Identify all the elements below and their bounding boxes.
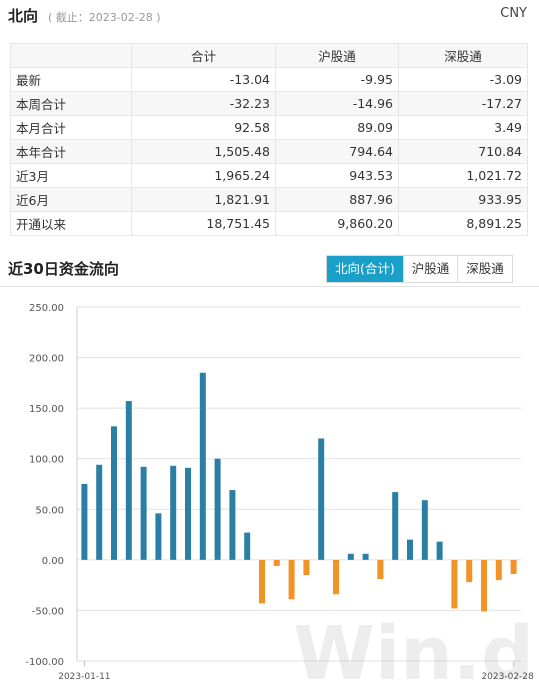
shenzhen-cell: 1,021.72 [398,163,528,188]
bar [495,559,502,581]
x-tick-label-end: 2023-02-28 [481,672,534,682]
bar [199,372,206,560]
table-row: 本月合计 92.58 89.09 3.49 [10,115,528,140]
tab-shenzhen-connect[interactable]: 深股通 [457,256,512,282]
total-cell: 92.58 [131,115,276,140]
bar [377,559,384,580]
bar [421,500,428,560]
bar [155,513,162,560]
section-title: 近30日资金流向 [8,260,119,278]
tab-shanghai-connect[interactable]: 沪股通 [402,256,458,282]
bar [214,458,221,560]
y-tick-label: -100.00 [25,657,64,668]
shanghai-cell: 89.09 [275,115,399,140]
bar [229,490,236,560]
table-row: 本年合计 1,505.48 794.64 710.84 [10,139,528,164]
shenzhen-cell: 3.49 [398,115,528,140]
flow-summary-table: 合计 沪股通 深股通 最新 -13.04 -9.95 -3.09 本周合计 -32.23-… [10,43,528,236]
as-of-date: ( 截止：2023-02-28 ) [48,11,161,24]
daily-flow-bar-chart: 250.00 200.00 150.00 100.00 50.00 0.00 -50.00 -… [25,303,534,690]
bar [288,559,295,600]
shanghai-cell: 794.64 [275,139,399,164]
flow-chart-section: 近30日资金流向 北向(合计) 沪股通 深股通 [0,255,539,285]
bar [96,464,103,560]
column-header: 合计 [131,43,276,68]
row-label: 近6月 [10,187,132,212]
table-row: 近6月 1,821.91 887.96 933.95 [10,187,528,212]
shenzhen-cell: -3.09 [398,67,528,92]
bar [392,492,399,560]
row-label: 开通以来 [10,211,132,236]
table-row: 最新 -13.04 -9.95 -3.09 [10,67,528,92]
shenzhen-cell: 933.95 [398,187,528,212]
bar [185,467,191,560]
bar [259,559,265,604]
bar [333,559,339,595]
bar [140,466,147,560]
bar [125,401,132,560]
currency-label: CNY [500,6,527,21]
bar [244,532,251,560]
row-label: 近3月 [10,163,132,188]
channel-tabs: 北向(合计) 沪股通 深股通 [326,255,513,283]
table-row: 本周合计 -32.23 -14.96 -17.27 [10,91,528,116]
row-label: 最新 [10,67,132,92]
total-cell: 1,505.48 [131,139,276,164]
column-header: 深股通 [398,43,528,68]
table-header-row: 合计 沪股通 深股通 [10,43,528,68]
bar [407,539,413,560]
page-title: 北向 [8,7,39,25]
column-header [10,43,132,68]
bar [466,559,473,583]
x-tick-label-start: 2023-01-11 [58,672,110,682]
y-tick-label: 100.00 [29,455,64,466]
bar [111,426,117,560]
row-label: 本周合计 [10,91,132,116]
total-cell: 18,751.45 [131,211,276,236]
shenzhen-cell: 8,891.25 [398,211,528,236]
y-tick-label: 150.00 [29,404,64,415]
bar [318,438,325,560]
bar [481,559,487,612]
shanghai-cell: 943.53 [275,163,399,188]
shenzhen-cell: -17.27 [398,91,528,116]
column-header: 沪股通 [275,43,399,68]
bar [303,559,310,576]
total-cell: 1,821.91 [131,187,276,212]
table-row: 近3月 1,965.24 943.53 1,021.72 [10,163,528,188]
y-tick-label: 250.00 [29,303,64,314]
bar [451,559,458,609]
y-tick-label: -50.00 [32,606,64,617]
table-row: 开通以来 18,751.45 9,860.20 8,891.25 [10,211,528,236]
row-label: 本月合计 [10,115,132,140]
shenzhen-cell: 710.84 [398,139,528,164]
bar [170,465,177,560]
shanghai-cell: -9.95 [275,67,399,92]
row-label: 本年合计 [10,139,132,164]
total-cell: -13.04 [131,67,276,92]
shanghai-cell: 887.96 [275,187,399,212]
y-tick-label: 200.00 [29,354,64,365]
shanghai-cell: -14.96 [275,91,399,116]
wind-watermark: Win.d [293,611,534,690]
y-tick-label: 50.00 [35,505,64,516]
bar [362,553,369,560]
tab-northbound-total[interactable]: 北向(合计) [327,256,403,282]
bar [273,559,280,566]
total-cell: 1,965.24 [131,163,276,188]
bar [347,553,354,560]
bar [81,484,88,560]
total-cell: -32.23 [131,91,276,116]
y-tick-label: 0.00 [42,556,64,567]
shanghai-cell: 9,860.20 [275,211,399,236]
header: 北向 ( 截止：2023-02-28 ) CNY [0,0,539,34]
bar [510,559,517,575]
divider [0,286,539,287]
bar [436,541,443,560]
